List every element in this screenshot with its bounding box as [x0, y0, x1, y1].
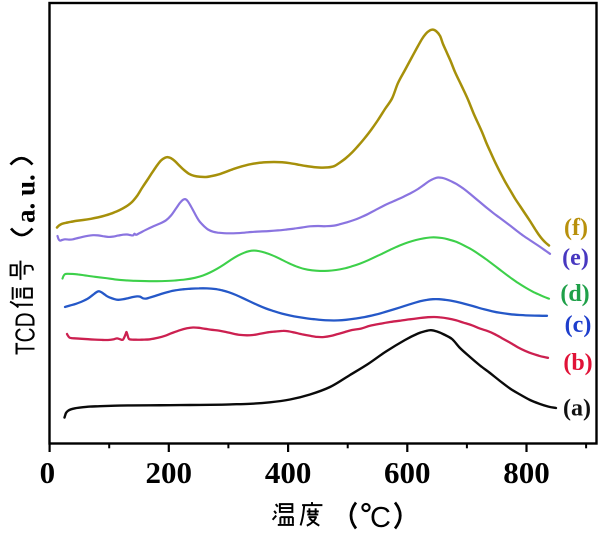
svg-text:TCD: TCD — [10, 313, 41, 356]
svg-text:(c): (c) — [565, 312, 592, 338]
svg-text:(d): (d) — [560, 281, 589, 307]
svg-text:C: C — [370, 502, 391, 534]
svg-text:400: 400 — [265, 455, 312, 490]
svg-text:(a): (a) — [563, 396, 591, 422]
svg-text:(e): (e) — [562, 245, 589, 271]
svg-text:a. u.: a. u. — [11, 174, 41, 223]
svg-text:800: 800 — [503, 455, 550, 490]
svg-text:600: 600 — [384, 455, 431, 490]
svg-text:(b): (b) — [563, 350, 592, 376]
svg-text:200: 200 — [146, 455, 193, 490]
svg-text:(f): (f) — [564, 215, 588, 241]
svg-text:0: 0 — [40, 455, 56, 490]
